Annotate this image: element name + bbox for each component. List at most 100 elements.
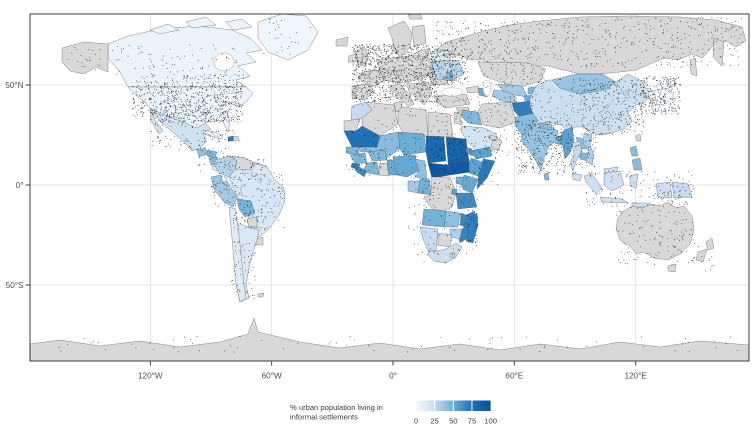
region-philippines bbox=[629, 145, 643, 171]
region-kamchatka bbox=[712, 37, 725, 67]
region-kazakhstan bbox=[477, 61, 547, 88]
city-dots-field bbox=[640, 76, 681, 115]
region-falklands bbox=[257, 292, 265, 298]
region-svalbard bbox=[407, 14, 423, 20]
region-iraq bbox=[461, 109, 483, 126]
region-scandinavia bbox=[387, 20, 413, 59]
region-tanzania bbox=[455, 192, 478, 210]
region-peru bbox=[212, 180, 238, 208]
y-axis-tick-label: 50°S bbox=[6, 281, 24, 290]
y-axis-tick-label: 50°N bbox=[5, 81, 23, 90]
region-mongolia bbox=[551, 73, 617, 95]
legend-tick-label: 25 bbox=[430, 417, 438, 426]
region-zimbabwe bbox=[449, 228, 463, 240]
region-brazil bbox=[228, 162, 286, 238]
region-zambia bbox=[443, 210, 461, 228]
region-nepal bbox=[539, 122, 553, 131]
region-oman bbox=[490, 136, 503, 152]
x-axis-tick-label: 120°W bbox=[138, 372, 163, 381]
region-papua-new-guinea bbox=[671, 181, 693, 199]
region-lesotho bbox=[449, 252, 456, 259]
region-nigeria bbox=[392, 154, 420, 178]
legend-tick-labels: 0 25 50 75 100 bbox=[414, 417, 497, 426]
map-regions bbox=[30, 14, 749, 361]
legend-title-line2: informal settlements bbox=[290, 413, 358, 422]
region-ireland bbox=[347, 53, 357, 63]
legend-tick-label: 0 bbox=[414, 417, 418, 426]
region-sakhalin bbox=[689, 57, 698, 77]
region-taiwan bbox=[635, 133, 642, 142]
lakes bbox=[213, 52, 492, 192]
region-indonesia bbox=[583, 170, 673, 208]
region-rwanda-burundi bbox=[451, 188, 458, 196]
city-dots-field bbox=[204, 130, 241, 143]
region-greenland bbox=[257, 14, 319, 61]
region-canada bbox=[107, 25, 263, 88]
region-moldova bbox=[445, 70, 454, 81]
region-egypt bbox=[427, 111, 454, 138]
region-sudan bbox=[445, 136, 470, 164]
region-levant bbox=[453, 111, 463, 126]
region-uzbekistan bbox=[497, 83, 529, 98]
region-iran bbox=[477, 101, 517, 129]
region-finland bbox=[411, 24, 427, 48]
region-chile bbox=[228, 206, 247, 303]
city-dots-field bbox=[668, 243, 715, 272]
x-axis-tick-label: 60°E bbox=[505, 372, 523, 381]
legend-tick-label: 50 bbox=[449, 417, 457, 426]
map-frame bbox=[29, 13, 750, 362]
region-malaysia bbox=[571, 172, 583, 182]
region-angola bbox=[421, 208, 447, 228]
legend-title-line1: % urban population living in bbox=[290, 403, 383, 412]
x-axis: 120°W 60°W 0° 60°E 120°E bbox=[138, 361, 647, 381]
legend-colorbar-separators bbox=[434, 400, 473, 411]
region-niger bbox=[397, 131, 427, 156]
region-central-african-republic bbox=[427, 162, 451, 179]
city-dots-field bbox=[150, 110, 207, 151]
region-liberia bbox=[355, 166, 368, 178]
x-axis-tick-label: 60°W bbox=[262, 372, 282, 381]
region-antarctica bbox=[30, 317, 749, 361]
region-balkans bbox=[407, 81, 433, 106]
region-australia bbox=[615, 201, 695, 261]
region-madagascar bbox=[465, 212, 479, 244]
region-arctic-islands bbox=[149, 16, 253, 35]
hudson-bay bbox=[213, 52, 235, 72]
city-dots-field bbox=[132, 74, 244, 88]
x-axis-tick-label: 0° bbox=[389, 372, 397, 381]
y-axis: 50°N 0° 50°S bbox=[5, 81, 30, 290]
region-iceland bbox=[335, 36, 349, 47]
region-ghana bbox=[378, 162, 390, 177]
region-chad bbox=[425, 135, 447, 164]
region-dominican-republic bbox=[232, 135, 240, 142]
region-alaska bbox=[61, 41, 109, 75]
city-dots-field bbox=[436, 20, 567, 63]
region-kenya bbox=[461, 174, 479, 194]
city-dots-field bbox=[516, 120, 563, 175]
legend: % urban population living in informal se… bbox=[290, 400, 497, 426]
city-dots-field bbox=[580, 78, 645, 135]
region-paraguay bbox=[246, 216, 258, 228]
y-axis-tick-label: 0° bbox=[16, 181, 24, 190]
legend-tick-label: 100 bbox=[484, 417, 497, 426]
region-new-zealand bbox=[695, 237, 715, 263]
black-sea bbox=[440, 87, 464, 97]
region-vietnam bbox=[582, 132, 595, 166]
region-myanmar bbox=[559, 126, 575, 160]
legend-tick-label: 75 bbox=[468, 417, 476, 426]
region-somalia bbox=[476, 158, 496, 190]
region-yemen bbox=[469, 146, 493, 160]
region-cameroon bbox=[414, 158, 428, 180]
region-botswana bbox=[437, 232, 453, 248]
region-tasmania bbox=[667, 263, 677, 273]
region-haiti bbox=[227, 135, 234, 142]
x-axis-tick-label: 120°E bbox=[624, 372, 647, 381]
lake-victoria bbox=[458, 186, 464, 192]
region-cote-divoire bbox=[363, 161, 380, 176]
caspian-sea bbox=[482, 79, 492, 97]
region-bolivia bbox=[236, 198, 256, 218]
region-india bbox=[520, 122, 559, 172]
region-cuba bbox=[202, 129, 224, 140]
